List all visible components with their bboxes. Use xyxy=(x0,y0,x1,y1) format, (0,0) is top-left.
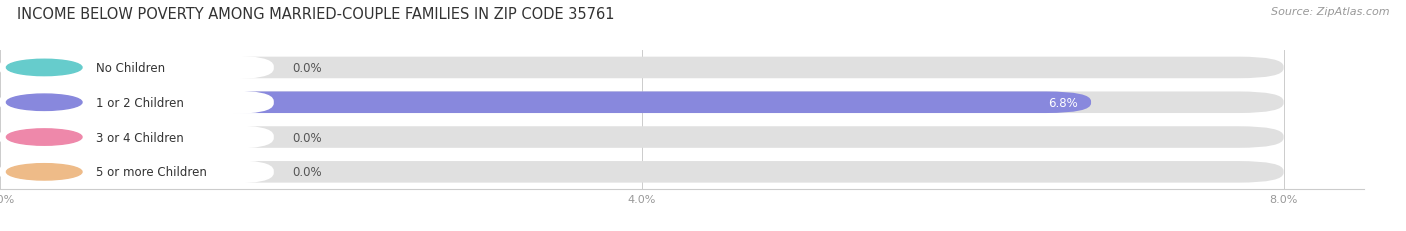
FancyBboxPatch shape xyxy=(0,92,1284,113)
Text: 1 or 2 Children: 1 or 2 Children xyxy=(97,96,184,109)
Text: Source: ZipAtlas.com: Source: ZipAtlas.com xyxy=(1271,7,1389,17)
FancyBboxPatch shape xyxy=(0,127,273,148)
FancyBboxPatch shape xyxy=(0,58,1284,79)
Text: INCOME BELOW POVERTY AMONG MARRIED-COUPLE FAMILIES IN ZIP CODE 35761: INCOME BELOW POVERTY AMONG MARRIED-COUPL… xyxy=(17,7,614,22)
FancyBboxPatch shape xyxy=(0,58,273,79)
FancyBboxPatch shape xyxy=(0,161,1284,183)
Text: 3 or 4 Children: 3 or 4 Children xyxy=(97,131,184,144)
FancyBboxPatch shape xyxy=(0,92,1091,113)
Text: 0.0%: 0.0% xyxy=(292,166,322,179)
Text: 6.8%: 6.8% xyxy=(1049,96,1078,109)
Circle shape xyxy=(7,60,82,76)
FancyBboxPatch shape xyxy=(0,92,273,113)
Text: 5 or more Children: 5 or more Children xyxy=(97,166,207,179)
Text: No Children: No Children xyxy=(97,62,166,75)
FancyBboxPatch shape xyxy=(0,127,1284,148)
Text: 0.0%: 0.0% xyxy=(292,62,322,75)
Circle shape xyxy=(7,129,82,146)
FancyBboxPatch shape xyxy=(0,161,273,183)
Text: 0.0%: 0.0% xyxy=(292,131,322,144)
Circle shape xyxy=(7,95,82,111)
Circle shape xyxy=(7,164,82,180)
